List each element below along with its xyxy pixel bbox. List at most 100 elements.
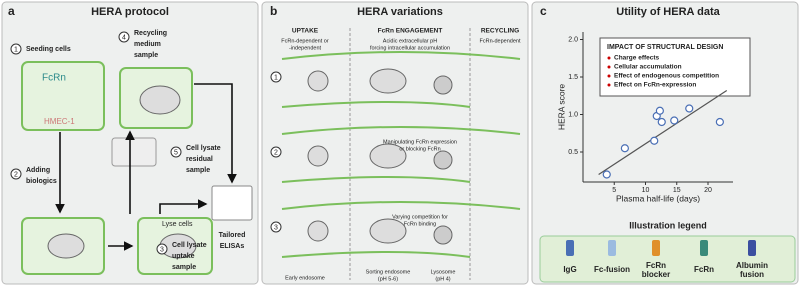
y-tick-label: 2.0 [568, 36, 578, 43]
well [21, 61, 105, 131]
legend-label: Albumin [736, 261, 768, 270]
legend-icon [748, 240, 756, 256]
label: Lyse cells [162, 221, 193, 228]
point [620, 144, 629, 153]
step-badge [10, 43, 22, 55]
lysosome [433, 75, 453, 95]
y-tick-label: 1.0 [568, 111, 578, 118]
compartment-label: (pH 5-6) [378, 276, 398, 282]
x-tick-label: 10 [642, 187, 650, 194]
bullet-text: Cellular accumulation [614, 64, 682, 71]
cell-membrane [281, 176, 471, 183]
y-axis-label: HERA score [556, 84, 566, 131]
bullet-text: Effect on FcRn-expression [614, 82, 696, 89]
bullet [607, 65, 611, 69]
step-label: medium [134, 41, 161, 48]
column-note: forcing intracellular accumulation [370, 45, 450, 51]
steps: 1 Seeding cells 2 Adding biologics 3 Cell lysa… [10, 30, 221, 271]
step-label: Recycling [134, 30, 167, 37]
x-tick-label: 15 [673, 187, 681, 194]
legend-box [539, 235, 796, 283]
panel-title: HERA protocol [91, 6, 169, 18]
endosome [369, 218, 407, 244]
legend-title: Illustration legend [629, 220, 707, 230]
step-number: 2 [14, 171, 18, 178]
step-number: 1 [274, 74, 278, 81]
point [650, 136, 659, 145]
panel-letter: c [540, 4, 547, 18]
cell-membrane [281, 201, 521, 210]
row-note: Varying competition for [392, 214, 448, 220]
step-label: sample [134, 52, 158, 59]
step-badge [270, 221, 282, 233]
column-note: -independent [289, 45, 322, 51]
panel-title: Utility of HERA data [616, 6, 720, 18]
row-note: or blocking FcRn [399, 146, 440, 152]
step-number: 2 [274, 149, 278, 156]
legend-icon [700, 240, 708, 256]
cell-membrane [281, 251, 471, 258]
legend-label: FcRn [646, 261, 666, 270]
arrow [194, 83, 237, 184]
step-label: Seeding cells [26, 46, 71, 53]
bullet-text: Effect of endogenous competition [614, 73, 719, 80]
legend-icon [608, 240, 616, 256]
compartment-label: Sorting endosome [366, 269, 411, 275]
step-badge [10, 168, 22, 180]
label: FcRn [42, 73, 66, 84]
panel-a: a HERA protocol FcRn HMEC-1 Lyse cells T… [1, 1, 259, 285]
endosome [369, 143, 407, 169]
endosome [307, 70, 329, 92]
cell [139, 85, 181, 115]
elisa-plate [211, 185, 253, 221]
column-header: FcRn ENGAGEMENT [378, 28, 443, 35]
step-label: Cell lysate [186, 145, 221, 152]
x-tick-label: 20 [704, 187, 712, 194]
column-header: RECYCLING [481, 28, 519, 35]
point [657, 117, 666, 127]
bullet [607, 74, 611, 78]
compartment-label: Lysosome [431, 269, 456, 275]
compartment-label: (pH 4) [435, 276, 450, 282]
cell [47, 233, 85, 259]
panel-title: HERA variations [357, 6, 443, 18]
bullet [607, 56, 611, 60]
step-label: uptake [172, 253, 195, 260]
step-label: Cell lysate [172, 242, 207, 249]
point [655, 106, 664, 115]
row-note: Manipulating FcRn expression [383, 139, 457, 145]
step-number: 3 [274, 224, 278, 231]
bullet-text: Charge effects [614, 55, 660, 62]
label: Tailored [219, 232, 246, 239]
y-tick-label: 0.5 [568, 149, 578, 156]
compartment-label: Early endosome [285, 275, 325, 281]
step-number: 3 [160, 246, 164, 253]
step-number: 4 [122, 34, 126, 41]
step-badge [156, 243, 168, 255]
step-label: sample [172, 264, 196, 271]
lysosome [433, 225, 453, 245]
step-label: sample [186, 167, 210, 174]
step-badge [170, 146, 182, 158]
endosome [307, 220, 329, 242]
y-tick-label: 1.5 [568, 74, 578, 81]
row-note: FcRn binding [404, 221, 436, 227]
step-badge [118, 31, 130, 43]
trend-line [598, 89, 728, 176]
chart: Charge effects Cellular accumulation Effec… [556, 32, 768, 279]
cell-membrane [281, 101, 471, 108]
step-label: biologics [26, 178, 57, 185]
x-axis-label: Plasma half-life (days) [616, 193, 700, 203]
label: ELISAs [220, 243, 245, 250]
step-badge [270, 71, 282, 83]
legend-label: Fc-fusion [594, 265, 630, 274]
cell-membrane [281, 51, 521, 60]
cell-membrane [281, 126, 521, 135]
column-note: FcRn-dependent or [281, 38, 329, 44]
lysosome [433, 150, 453, 170]
columns: UPTAKE FcRn-dependent or-independent FcRn … [270, 28, 521, 282]
legend-icon [652, 240, 660, 256]
panel-b: b HERA variations UPTAKE FcRn-dependent o… [261, 1, 529, 285]
step-badge [270, 146, 282, 158]
